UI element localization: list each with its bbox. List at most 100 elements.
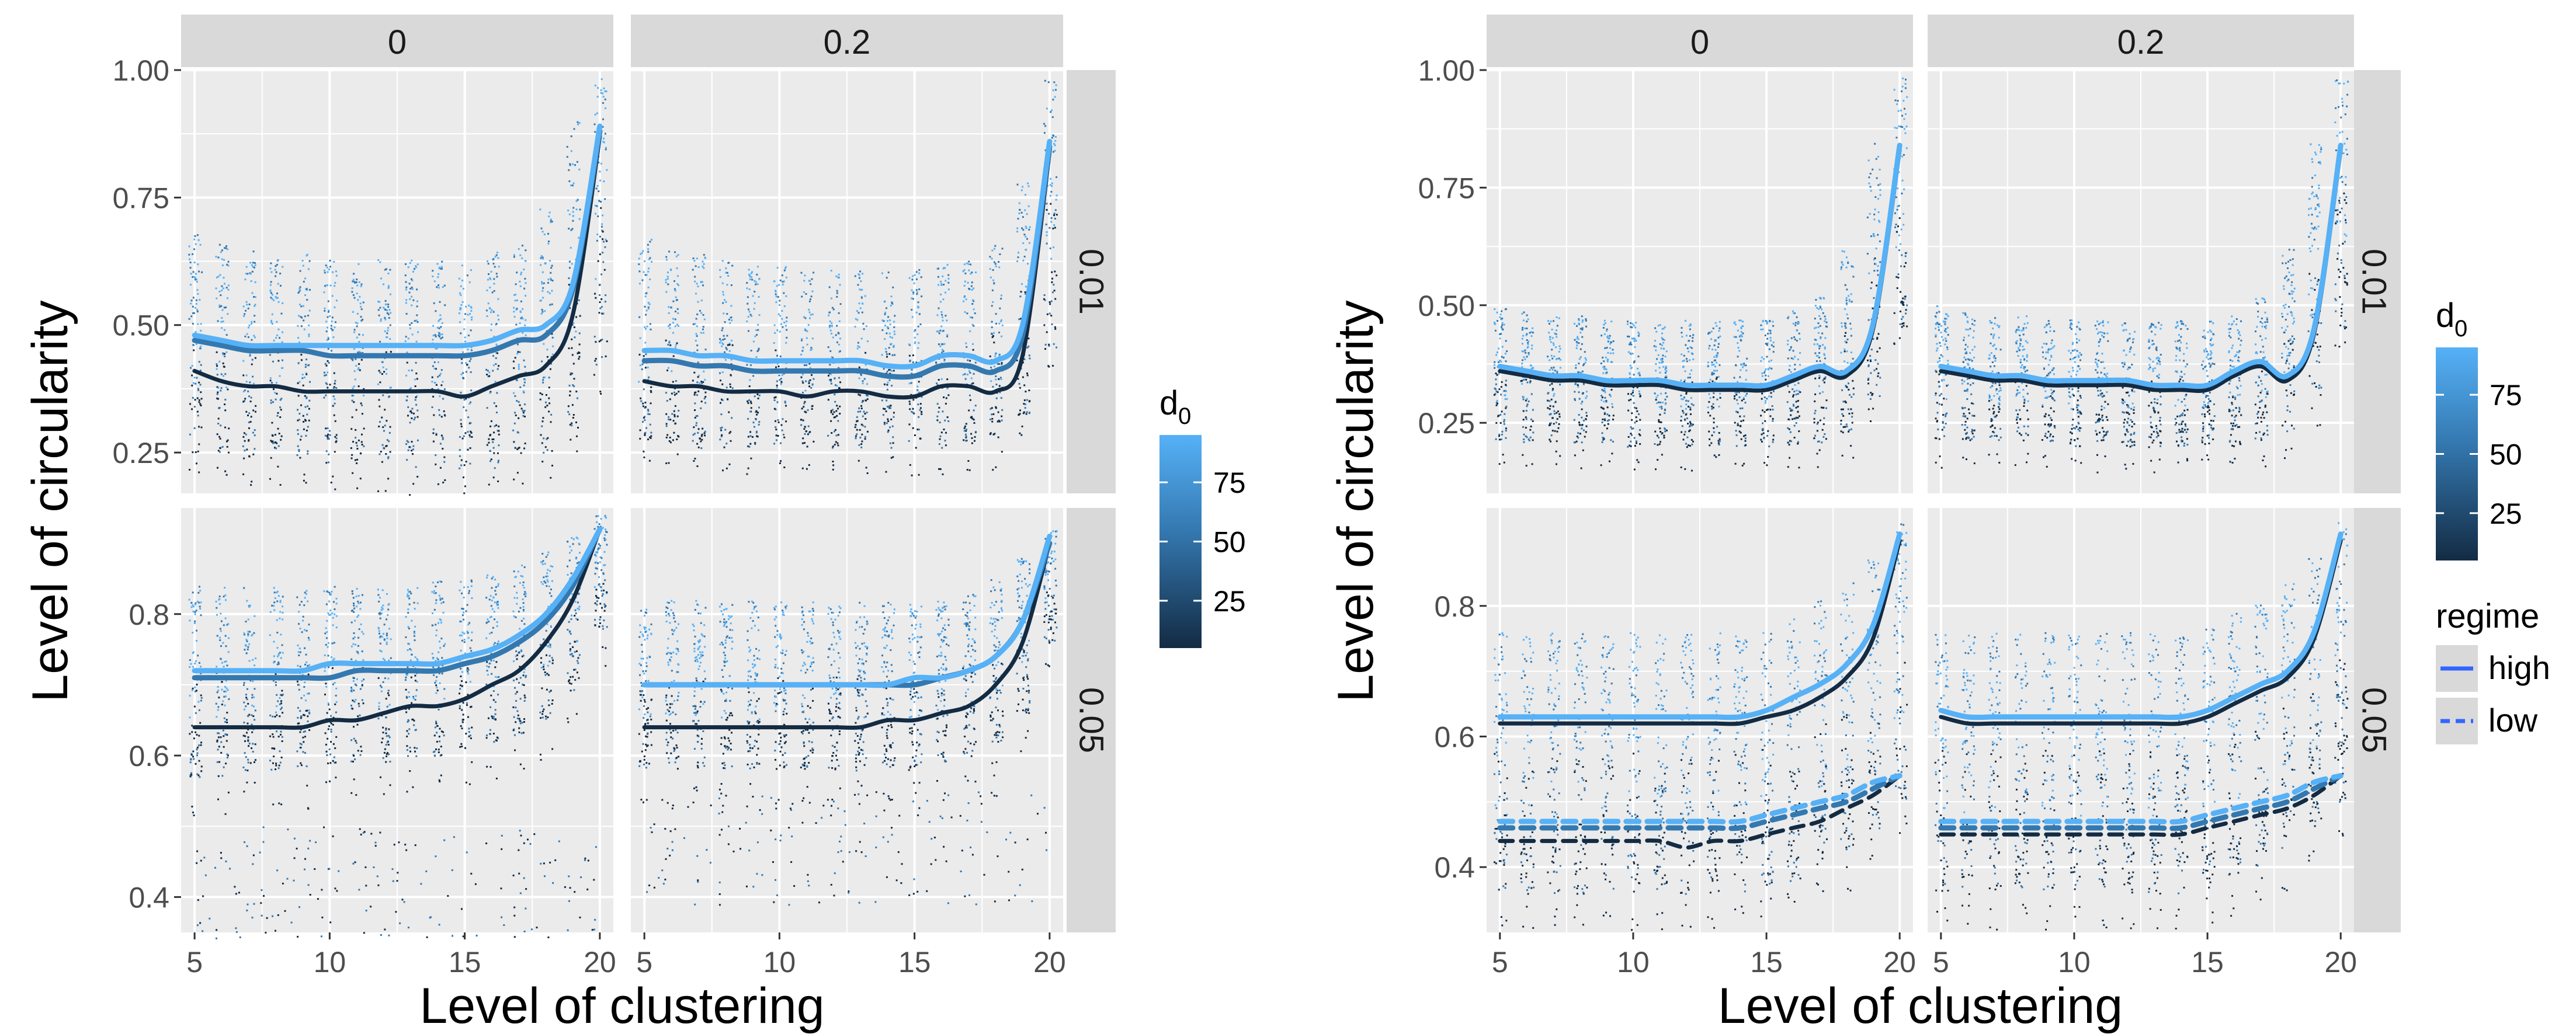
data-point bbox=[835, 275, 838, 277]
data-point bbox=[726, 271, 728, 274]
data-point bbox=[808, 385, 811, 388]
data-point bbox=[914, 434, 916, 436]
data-point bbox=[962, 374, 964, 376]
data-point bbox=[541, 705, 543, 707]
data-point bbox=[195, 273, 197, 275]
data-point bbox=[602, 312, 605, 315]
data-point bbox=[273, 587, 275, 589]
data-point bbox=[834, 444, 836, 446]
data-point bbox=[443, 688, 446, 690]
data-point bbox=[335, 597, 338, 600]
data-point bbox=[964, 311, 966, 313]
data-point bbox=[442, 436, 444, 438]
data-point bbox=[917, 307, 919, 309]
data-point bbox=[773, 443, 775, 445]
data-point bbox=[223, 329, 225, 331]
data-point bbox=[833, 411, 835, 413]
data-point-outlier bbox=[307, 847, 310, 850]
data-point bbox=[218, 406, 221, 409]
data-point-outlier bbox=[293, 837, 296, 840]
data-point bbox=[494, 579, 497, 581]
data-point bbox=[782, 418, 784, 420]
data-point bbox=[600, 569, 603, 571]
data-point bbox=[1055, 136, 1057, 138]
data-point bbox=[489, 391, 492, 393]
data-point bbox=[747, 308, 749, 311]
data-point bbox=[513, 597, 516, 599]
data-point bbox=[602, 231, 604, 233]
data-point bbox=[947, 288, 950, 291]
data-point bbox=[891, 385, 893, 387]
data-point-outlier bbox=[519, 763, 522, 765]
data-point bbox=[380, 686, 383, 688]
data-point bbox=[1018, 382, 1020, 385]
data-point bbox=[414, 747, 416, 749]
data-point bbox=[249, 680, 252, 682]
data-point bbox=[486, 444, 488, 446]
data-point bbox=[414, 674, 416, 677]
data-point bbox=[223, 717, 225, 719]
data-point bbox=[354, 378, 356, 381]
data-point bbox=[352, 760, 354, 763]
data-point bbox=[274, 392, 276, 394]
data-point bbox=[970, 416, 972, 419]
data-point bbox=[325, 321, 328, 323]
data-point bbox=[432, 325, 435, 327]
data-point bbox=[274, 447, 276, 449]
data-point-outlier bbox=[890, 457, 893, 459]
data-point bbox=[408, 691, 410, 694]
data-point bbox=[436, 690, 439, 692]
data-point bbox=[299, 457, 301, 459]
data-point bbox=[273, 388, 275, 391]
data-point bbox=[498, 365, 500, 367]
data-point bbox=[835, 434, 838, 437]
data-point bbox=[470, 307, 473, 309]
data-point bbox=[277, 595, 280, 597]
data-point bbox=[361, 680, 363, 682]
data-point bbox=[519, 677, 522, 679]
data-point bbox=[275, 673, 277, 675]
data-point bbox=[277, 445, 280, 447]
data-point bbox=[385, 445, 387, 447]
data-point bbox=[459, 634, 461, 636]
data-point bbox=[943, 429, 945, 430]
data-point bbox=[543, 282, 545, 284]
data-point bbox=[439, 618, 441, 621]
data-point-outlier bbox=[235, 931, 238, 933]
data-point bbox=[893, 346, 895, 348]
data-point bbox=[806, 430, 807, 433]
data-point bbox=[838, 332, 840, 335]
data-point bbox=[1048, 343, 1050, 346]
data-point bbox=[192, 297, 195, 299]
data-point bbox=[1022, 242, 1025, 244]
data-point bbox=[305, 765, 308, 767]
data-point bbox=[974, 312, 976, 315]
data-point-outlier bbox=[593, 879, 595, 881]
data-point bbox=[325, 382, 327, 384]
data-point bbox=[329, 434, 331, 436]
data-point bbox=[386, 439, 388, 441]
data-point bbox=[357, 702, 360, 705]
data-point bbox=[567, 565, 568, 568]
data-point bbox=[887, 320, 888, 322]
data-point bbox=[548, 377, 550, 379]
data-point bbox=[306, 299, 308, 301]
data-point bbox=[360, 750, 363, 752]
data-point bbox=[385, 729, 387, 731]
data-point bbox=[989, 268, 991, 270]
data-point bbox=[605, 238, 607, 241]
data-point bbox=[832, 409, 834, 411]
data-point bbox=[571, 347, 573, 349]
series-line bbox=[192, 123, 603, 349]
data-point bbox=[1029, 226, 1031, 228]
data-point bbox=[802, 392, 804, 394]
data-point bbox=[518, 365, 520, 368]
data-point bbox=[697, 266, 700, 268]
data-point bbox=[304, 315, 306, 318]
data-point bbox=[523, 684, 525, 686]
data-point bbox=[352, 278, 355, 281]
data-point bbox=[224, 373, 227, 375]
data-point bbox=[250, 396, 252, 399]
data-point bbox=[435, 599, 438, 601]
data-point bbox=[218, 598, 221, 600]
